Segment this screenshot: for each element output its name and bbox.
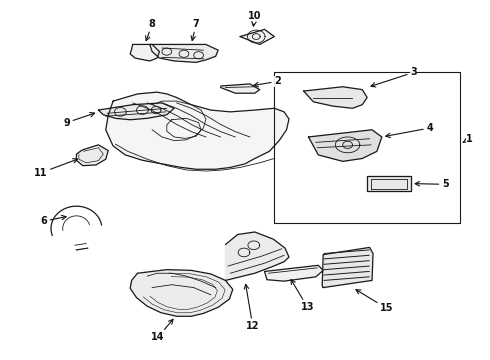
Text: 7: 7 — [191, 19, 199, 41]
Polygon shape — [265, 265, 323, 281]
Text: 3: 3 — [371, 67, 417, 87]
Text: 10: 10 — [248, 11, 262, 26]
Text: 15: 15 — [356, 290, 393, 314]
Polygon shape — [304, 87, 367, 108]
Polygon shape — [240, 30, 274, 44]
Text: 1: 1 — [463, 134, 473, 144]
Text: 4: 4 — [386, 123, 433, 138]
Text: 8: 8 — [146, 19, 156, 41]
Text: 9: 9 — [63, 112, 95, 128]
Polygon shape — [367, 176, 411, 192]
Text: 12: 12 — [244, 284, 260, 331]
Polygon shape — [130, 44, 159, 61]
Polygon shape — [76, 145, 108, 166]
Text: 5: 5 — [415, 179, 449, 189]
Text: 13: 13 — [291, 280, 314, 312]
Polygon shape — [220, 84, 260, 93]
Polygon shape — [322, 247, 373, 288]
Text: 14: 14 — [151, 319, 173, 342]
Text: 11: 11 — [34, 159, 77, 178]
Polygon shape — [225, 232, 289, 280]
Polygon shape — [98, 103, 174, 120]
Polygon shape — [130, 270, 233, 316]
Text: 2: 2 — [254, 76, 281, 87]
Text: 6: 6 — [40, 215, 66, 226]
Polygon shape — [309, 130, 382, 161]
Polygon shape — [106, 92, 289, 169]
Polygon shape — [150, 44, 218, 62]
